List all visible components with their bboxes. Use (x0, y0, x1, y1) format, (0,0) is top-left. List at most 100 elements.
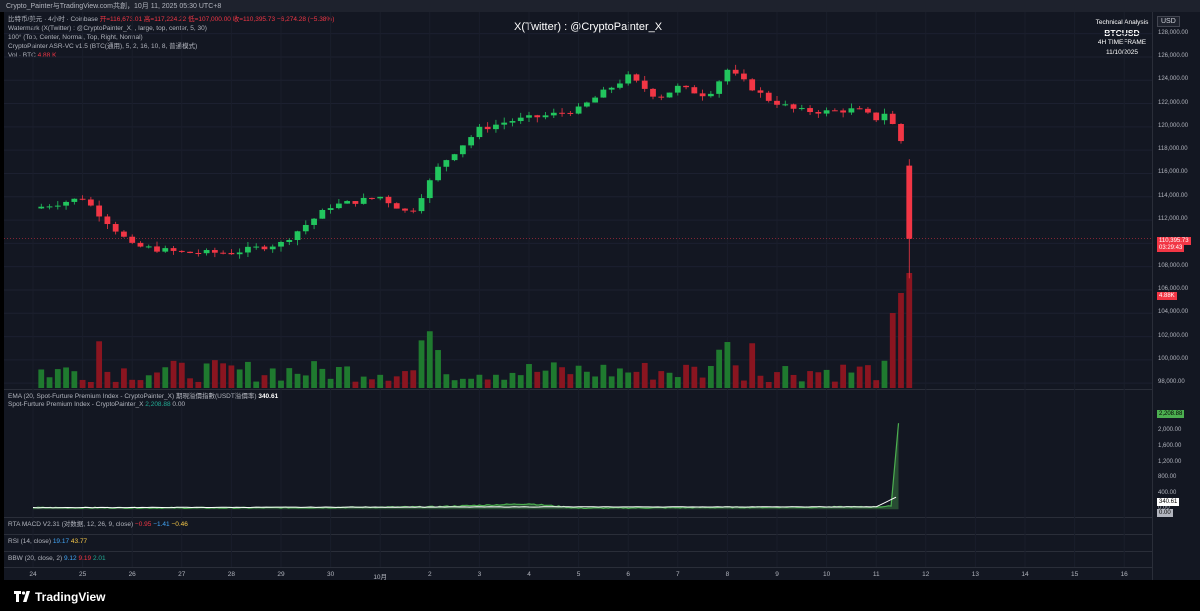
candle-body (54, 205, 61, 207)
legend-premium-ema-label: EMA (20, Spot-Furture Premium Index - Cr… (8, 393, 257, 400)
legend-macd[interactable]: RTA MACD V2.31 (对数据, 12, 26, 9, close) −… (8, 521, 188, 529)
volume-bar (121, 368, 127, 388)
volume-bar (402, 371, 408, 388)
volume-bar (765, 381, 772, 388)
candle-body (245, 246, 251, 253)
candle-body (716, 81, 723, 94)
legend-volume-label: Vol · BTC (8, 52, 36, 59)
candle-body (468, 137, 475, 146)
candle-body (278, 241, 284, 247)
candle-body (112, 224, 119, 232)
candle-body (195, 252, 202, 254)
candle-body (550, 112, 557, 116)
candle-body (600, 89, 607, 98)
candle-body (583, 102, 590, 107)
candle-body (765, 92, 772, 101)
legend-macd-v1: −0.95 (134, 521, 152, 528)
candle-body (815, 112, 822, 114)
volume-value-tag: 4.88K (1157, 292, 1177, 300)
legend-bbw[interactable]: BBW (20, close, 2) 9.12 9.19 2.01 (8, 555, 106, 563)
premium-tick-label: 1,200.00 (1158, 458, 1182, 465)
candle-body (211, 250, 218, 253)
volume-bar (699, 377, 706, 388)
time-tick-label: 12 (922, 571, 930, 578)
candle-body (459, 145, 466, 155)
chart-header-title: Crypto_Painter与TradingView.com共創，10月 11,… (6, 3, 222, 10)
candle-body (46, 206, 53, 208)
candle-body (699, 93, 706, 97)
pane-separator[interactable] (4, 567, 1152, 568)
volume-bar (666, 372, 673, 388)
volume-bar (63, 367, 69, 388)
pane-separator[interactable] (4, 389, 1152, 390)
legend-macd-v2: −1.41 (153, 521, 170, 528)
time-tick-label: 2 (427, 571, 432, 578)
volume-bar (724, 342, 731, 388)
legend-volume-value: 4.88 K (37, 52, 57, 59)
candle-body (823, 110, 830, 114)
info-box-timeframe: 4H TIMEFRAME (1097, 39, 1147, 46)
candle-body (187, 251, 193, 253)
candle-body (707, 93, 714, 97)
legend-ohlc: 比特币/美元 · 4小时 · Coinbase 开=116,673.01 高=1… (8, 16, 334, 24)
currency-badge[interactable]: USD (1157, 16, 1180, 27)
volume-bar (154, 372, 160, 388)
candle-body (377, 196, 384, 199)
volume-bar (600, 364, 607, 388)
time-tick-label: 6 (626, 571, 630, 578)
candle-body (782, 104, 789, 106)
candle-body (526, 115, 532, 118)
volume-bar (534, 371, 541, 388)
legend-premium-index-value: 2,208.88 (145, 401, 171, 408)
candle-body (162, 248, 169, 252)
volume-bar (426, 331, 433, 388)
candle-body (344, 201, 351, 204)
volume-bar (707, 365, 714, 388)
pane-separator[interactable] (4, 517, 1152, 518)
volume-bar (170, 360, 177, 388)
volume-bar (650, 379, 656, 388)
candle-body (517, 117, 524, 122)
candle-body (674, 85, 681, 93)
pane-separator[interactable] (4, 534, 1152, 535)
candle-body (592, 97, 599, 103)
legend-rsi[interactable]: RSI (14, close) 19.17 43.77 (8, 538, 87, 546)
candle-body (129, 236, 136, 243)
legend-low: 低=107,000.00 (188, 16, 231, 23)
time-tick-label: 14 (1021, 571, 1029, 578)
legend-info-indicator[interactable]: 100° (Top, Center, Normal, Top, Right, N… (8, 34, 143, 41)
volume-bar (38, 369, 45, 388)
legend-watermark-indicator[interactable]: Watermark (X(Twitter) : @CryptoPainter_X… (8, 25, 207, 32)
volume-bar (583, 371, 590, 388)
price-tick-label: 108,000.00 (1158, 262, 1189, 269)
candle-body (873, 112, 880, 121)
volume-bar (278, 380, 284, 388)
volume-bar (137, 380, 144, 388)
info-box: Technical Analysis BTCUSD 4H TIMEFRAME 1… (1090, 18, 1154, 58)
info-box-heading: Technical Analysis (1095, 19, 1149, 26)
legend-open: 开=116,673.01 (99, 16, 143, 23)
volume-bar (410, 370, 417, 388)
time-tick-label: 3 (477, 571, 482, 578)
price-tick-label: 114,000.00 (1158, 192, 1188, 199)
candle-body (658, 96, 665, 98)
candle-body (311, 218, 317, 225)
legend-asr-indicator[interactable]: CryptoPainter ASR-VC v1.5 (BTC(通用), 5, 2… (8, 43, 198, 50)
candle-body (484, 126, 491, 130)
time-tick-label: 28 (227, 571, 236, 578)
candle-body (294, 231, 301, 241)
price-tick-label: 126,000.00 (1158, 52, 1189, 59)
candle-body (476, 126, 483, 138)
legend-bbw-v3: 2.01 (92, 555, 106, 562)
legend-bbw-v1: 9.12 (64, 555, 77, 562)
legend-macd-v3: −0.46 (171, 521, 188, 528)
legend-premium-ema[interactable]: EMA (20, Spot-Furture Premium Index - Cr… (8, 393, 278, 401)
legend-volume[interactable]: Vol · BTC 4.88 K (8, 52, 56, 60)
time-tick-label: 27 (178, 571, 186, 578)
legend-premium-index[interactable]: Spot-Furture Premium Index - CryptoPaint… (8, 401, 185, 409)
candle-body (774, 100, 780, 105)
pane-separator[interactable] (4, 551, 1152, 552)
candle-body (410, 210, 417, 212)
premium-tick-label: 0.00 (1158, 505, 1170, 511)
